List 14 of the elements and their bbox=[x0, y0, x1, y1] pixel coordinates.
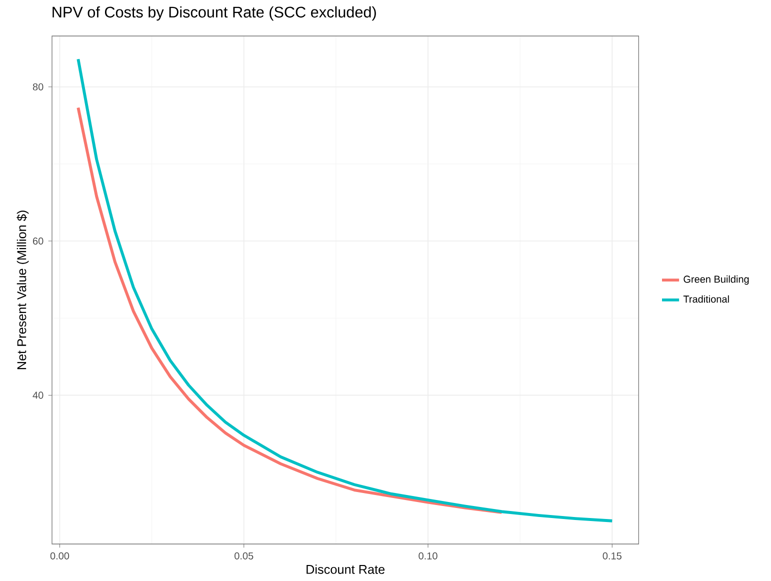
x-tick-label: 0.15 bbox=[602, 552, 622, 560]
legend-label: Green Building bbox=[684, 275, 749, 285]
x-axis-title: Discount Rate bbox=[306, 564, 385, 574]
y-tick-label: 60 bbox=[33, 237, 44, 245]
y-tick-label: 40 bbox=[32, 392, 44, 399]
y-tick-label: 80 bbox=[32, 83, 44, 90]
chart-title: NPV of Costs by Discount Rate (SCC excluded) bbox=[52, 6, 376, 21]
y-axis-title: Net Present Value (Million $) bbox=[16, 210, 29, 370]
x-tick-label: 0.05 bbox=[234, 552, 254, 560]
x-tick-label: 0.10 bbox=[418, 552, 438, 560]
line-series bbox=[76, 58, 614, 522]
line-series bbox=[76, 106, 504, 514]
legend-label: Traditional bbox=[683, 295, 729, 303]
x-tick-label: 0.00 bbox=[50, 552, 70, 560]
